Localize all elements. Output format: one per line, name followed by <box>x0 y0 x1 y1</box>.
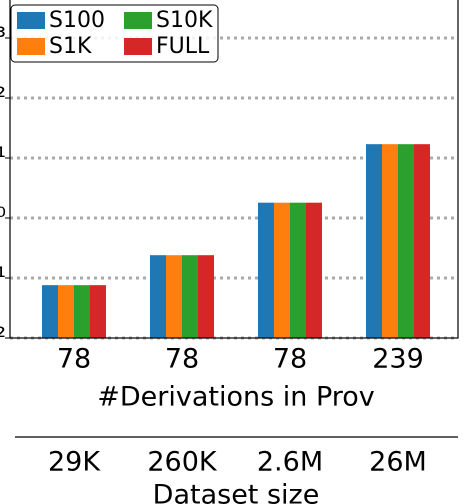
y-tick-label: 10⁻² <box>0 323 6 353</box>
plot-frame <box>9 0 459 339</box>
bar <box>306 202 322 338</box>
x-tick-label: 78 <box>273 344 307 375</box>
bar <box>58 285 74 338</box>
bar <box>182 255 198 338</box>
legend-swatch <box>124 12 152 29</box>
bar <box>366 144 382 338</box>
bar <box>90 285 106 338</box>
bar <box>42 285 58 338</box>
bar <box>398 144 414 338</box>
x-tick-label: 78 <box>57 344 91 375</box>
legend-label: FULL <box>156 34 210 59</box>
x2-tick-label: 2.6M <box>257 447 323 478</box>
y-tick-label: 10⁻¹ <box>0 263 6 293</box>
secondary-axis-label: Dataset size <box>153 480 320 504</box>
bar <box>414 144 430 338</box>
bar <box>74 285 90 338</box>
legend-box <box>10 4 219 63</box>
bar <box>166 255 182 338</box>
legend-swatch <box>17 12 45 29</box>
legend-label: S1K <box>49 34 92 59</box>
y-tick-label: 10³ <box>0 23 6 53</box>
y-tick-label: 10¹ <box>0 143 6 173</box>
legend-label: S10K <box>156 8 213 33</box>
y-tick-label: 10² <box>0 83 6 113</box>
bar <box>274 202 290 338</box>
x-axis-label: #Derivations in Prov <box>97 382 375 413</box>
legend-swatch <box>17 38 45 55</box>
x-tick-label: 239 <box>372 344 424 375</box>
x2-tick-label: 29K <box>48 447 101 478</box>
bar <box>382 144 398 338</box>
bar <box>150 255 166 338</box>
bar <box>198 255 214 338</box>
y-tick-label: 10⁰ <box>0 203 6 233</box>
x2-tick-label: 26M <box>369 447 427 478</box>
legend-label: S100 <box>49 8 105 33</box>
x-tick-label: 78 <box>165 344 199 375</box>
x2-tick-label: 260K <box>147 447 218 478</box>
bar <box>258 202 274 338</box>
legend-swatch <box>124 38 152 55</box>
bar <box>290 202 306 338</box>
